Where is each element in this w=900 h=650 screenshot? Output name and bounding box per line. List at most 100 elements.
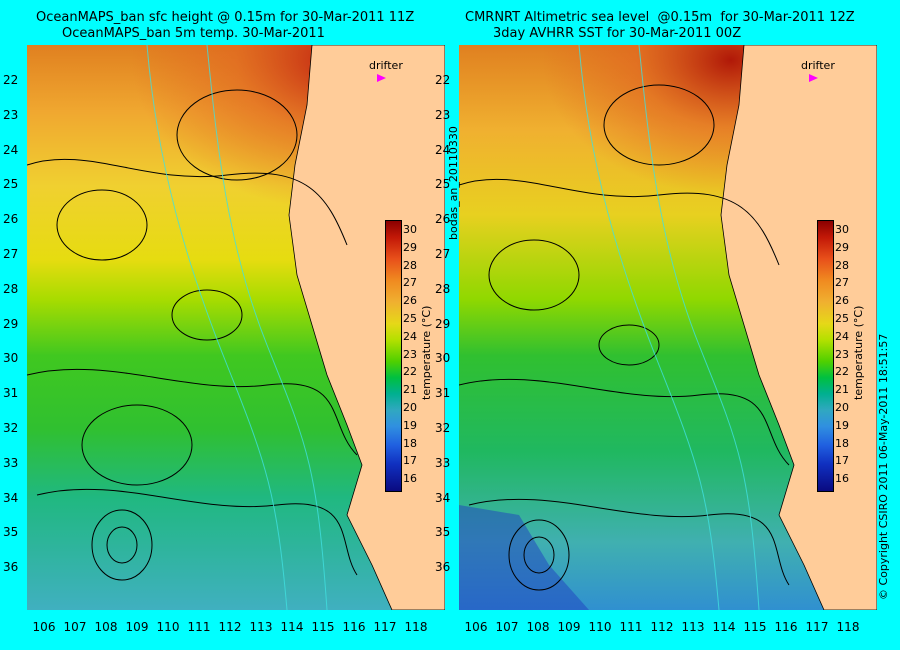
lon-tick-label: 116	[774, 620, 798, 634]
right-drifter-label: drifter	[801, 59, 835, 72]
lat-tick-label: 26	[3, 212, 19, 227]
lon-tick-label: 113	[249, 620, 273, 634]
colorbar-tick-label: 19	[403, 418, 417, 432]
colorbar-tick-label: 18	[835, 436, 849, 450]
colorbar-tick-label: 24	[403, 329, 417, 343]
left-map-panel	[27, 45, 445, 610]
lon-tick-label: 116	[342, 620, 366, 634]
lat-tick-label: 29	[435, 316, 451, 331]
colorbar-tick-label: 23	[403, 347, 417, 361]
right-title-line2: 3day AVHRR SST for 30-Mar-2011 00Z	[493, 26, 742, 41]
left-colorbar	[385, 220, 402, 492]
lat-tick-label: 25	[3, 177, 19, 192]
lat-tick-label: 24	[3, 142, 19, 157]
lon-tick-label: 118	[836, 620, 860, 634]
colorbar-tick-label: 22	[403, 365, 417, 379]
left-drifter-label: drifter	[369, 59, 403, 72]
lon-tick-label: 110	[588, 620, 612, 634]
colorbar-tick-label: 20	[835, 401, 849, 414]
lon-tick-label: 108	[94, 620, 118, 634]
colorbar-tick-label: 17	[835, 454, 849, 468]
colorbar-tick-label: 22	[835, 365, 849, 379]
lat-tick-label: 33	[435, 455, 451, 470]
colorbar-tick-label: 26	[835, 294, 849, 308]
lat-tick-label: 30	[435, 351, 451, 366]
lat-tick-label: 33	[3, 455, 19, 470]
lat-tick-label: 23	[3, 107, 19, 122]
lon-tick-label: 107	[495, 620, 519, 634]
lat-tick-label: 28	[3, 281, 19, 296]
lon-tick-label: 117	[805, 620, 829, 634]
lon-tick-label: 115	[743, 620, 767, 634]
colorbar-tick-label: 30	[835, 223, 849, 236]
lat-tick-label: 30	[3, 351, 19, 366]
lat-tick-label: 32	[3, 421, 19, 435]
colorbar-tick-label: 28	[403, 258, 417, 272]
lon-tick-label: 114	[280, 620, 304, 634]
land-mass	[288, 45, 445, 610]
lon-tick-label: 115	[311, 620, 335, 634]
left-colorbar-label: temperature (°C)	[420, 305, 433, 400]
lon-tick-label: 107	[63, 620, 87, 634]
colorbar-tick-label: 29	[835, 240, 849, 254]
right-title-line1: CMRNRT Altimetric sea level @0.15m for 3…	[465, 10, 855, 25]
lat-tick-label: 22	[3, 73, 19, 87]
lat-tick-label: 23	[435, 107, 451, 122]
lat-tick-label: 29	[3, 316, 19, 331]
lon-tick-label: 106	[32, 620, 56, 634]
lon-tick-label: 111	[619, 620, 643, 634]
lat-tick-label: 28	[435, 281, 451, 296]
colorbar-tick-label: 28	[835, 258, 849, 272]
colorbar-tick-label: 27	[403, 276, 417, 290]
lat-tick-label: 34	[3, 490, 19, 505]
copyright-label: © Copyright CSIRO 2011 06-May-2011 18:51…	[877, 333, 890, 600]
lat-tick-label: 35	[3, 525, 19, 540]
lat-tick-label: 34	[435, 490, 451, 505]
lon-tick-label: 109	[557, 620, 581, 634]
lon-tick-label: 114	[712, 620, 736, 634]
left-map	[27, 45, 445, 610]
right-map-panel	[459, 45, 877, 610]
colorbar-tick-label: 16	[835, 472, 849, 486]
colorbar-tick-label: 30	[403, 223, 417, 236]
side-label: bodas_an_20110330	[447, 126, 460, 240]
lon-tick-label: 110	[156, 620, 180, 634]
lon-tick-label: 118	[404, 620, 428, 634]
lat-tick-label: 27	[435, 247, 451, 261]
left-title-line2: OceanMAPS_ban 5m temp. 30-Mar-2011	[62, 26, 325, 41]
colorbar-tick-label: 20	[403, 401, 417, 414]
lon-tick-label: 106	[464, 620, 488, 634]
colorbar-tick-label: 27	[835, 276, 849, 290]
right-map	[459, 45, 877, 610]
lon-tick-label: 112	[218, 620, 242, 634]
colorbar-tick-label: 26	[403, 294, 417, 308]
land-mass	[720, 45, 877, 610]
colorbar-tick-label: 16	[403, 472, 417, 486]
colorbar-tick-label: 29	[403, 240, 417, 254]
lat-tick-label: 24	[435, 142, 451, 157]
left-title-line1: OceanMAPS_ban sfc height @ 0.15m for 30-…	[36, 10, 415, 25]
right-drifter-marker	[809, 74, 818, 82]
lat-tick-label: 36	[435, 560, 451, 575]
lat-tick-label: 36	[3, 560, 19, 575]
lat-tick-label: 22	[435, 73, 451, 87]
colorbar-tick-label: 24	[835, 329, 849, 343]
colorbar-tick-label: 25	[403, 312, 417, 325]
lat-tick-label: 31	[3, 386, 19, 401]
colorbar-tick-label: 18	[403, 436, 417, 450]
lon-tick-label: 108	[526, 620, 550, 634]
lon-tick-label: 112	[650, 620, 674, 634]
left-drifter-marker	[377, 74, 386, 82]
lon-tick-label: 109	[125, 620, 149, 634]
lat-tick-label: 25	[435, 177, 451, 192]
right-colorbar	[817, 220, 834, 492]
colorbar-tick-label: 17	[403, 454, 417, 468]
colorbar-tick-label: 21	[835, 383, 849, 397]
lon-tick-label: 117	[373, 620, 397, 634]
colorbar-tick-label: 25	[835, 312, 849, 325]
colorbar-tick-label: 21	[403, 383, 417, 397]
lat-tick-label: 31	[435, 386, 451, 401]
lat-tick-label: 26	[435, 212, 451, 227]
lat-tick-label: 32	[435, 421, 451, 435]
lat-tick-label: 27	[3, 247, 19, 261]
